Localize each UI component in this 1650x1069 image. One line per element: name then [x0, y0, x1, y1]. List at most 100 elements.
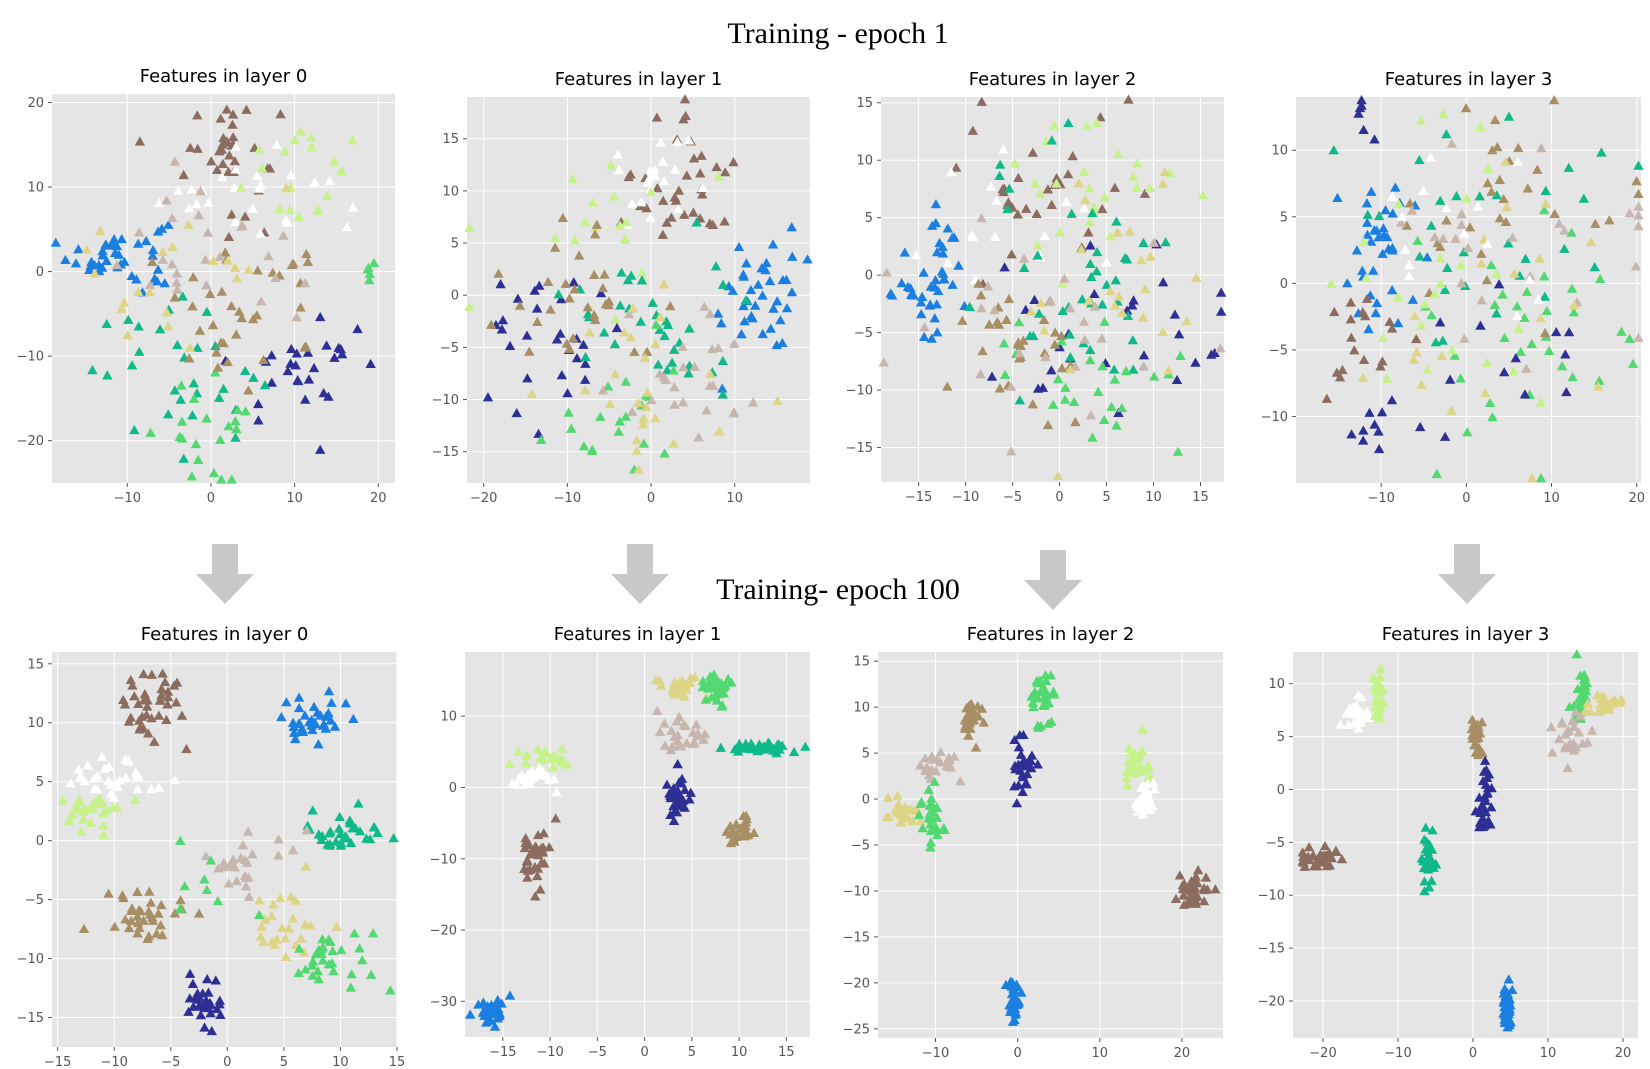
x-tick-label: −5 [161, 1055, 180, 1069]
point-blue-0-20 [1361, 198, 1373, 208]
point-blue-0-26 [929, 313, 940, 323]
point-taupe-5-6 [651, 705, 663, 716]
point-sand-9-4 [650, 338, 661, 349]
point-brown-1-23 [696, 150, 707, 160]
point-blue-0-12 [925, 281, 937, 291]
x-tick-label: −20 [470, 491, 497, 506]
point-khaki-6-28 [1489, 114, 1501, 125]
point-white-10-5 [1425, 152, 1436, 162]
point-blue-0-35 [101, 255, 112, 265]
point-teal-5-30 [1032, 250, 1043, 260]
point-white-10-8 [1524, 274, 1535, 284]
point-khaki-7-20 [258, 354, 269, 364]
point-taupe-8-20 [989, 305, 1000, 315]
point-blue-9-24 [504, 990, 516, 1000]
y-tick-label: 10 [442, 184, 459, 199]
point-taupe-4-23 [1556, 716, 1568, 727]
point-blue-9-27 [1499, 984, 1510, 994]
point-green-7-1 [931, 812, 943, 822]
point-brown-0-5 [125, 674, 136, 685]
point-navy-3-28 [1010, 764, 1021, 774]
point-taupe-4-17 [1562, 762, 1573, 773]
point-teal-5-28 [1091, 266, 1102, 276]
point-brown-1-28 [1083, 227, 1094, 237]
point-green-6-11 [602, 381, 614, 391]
point-teal-5-9 [615, 300, 626, 310]
point-sand-9-7 [183, 219, 194, 229]
point-taupe-4-22 [1564, 742, 1575, 752]
data-points [1321, 94, 1644, 483]
point-green-8-10 [312, 966, 324, 976]
point-taupe-2-8 [926, 751, 937, 761]
point-navy-4-23 [495, 278, 506, 289]
point-sand-6-13 [894, 817, 906, 827]
point-green-1-27 [712, 684, 724, 694]
point-sand-9-13 [1113, 291, 1125, 301]
point-teal-5-21 [717, 389, 729, 399]
point-teal-4-11 [307, 805, 318, 815]
point-khaki-5-22 [169, 908, 181, 918]
point-green-1-23 [716, 677, 727, 688]
point-white-2-18 [324, 175, 335, 186]
point-taupe-5-11 [692, 728, 704, 738]
point-lime-7-4 [1326, 278, 1337, 289]
point-navy-1-7 [1369, 419, 1380, 429]
point-blue-1-15 [290, 733, 301, 744]
point-brown-1-12 [657, 229, 669, 239]
point-khaki-5-25 [132, 928, 143, 938]
point-lime-3-9 [254, 144, 265, 155]
point-khaki-7-17 [569, 284, 580, 294]
point-navy-4-8 [579, 374, 591, 384]
point-lime-1-23 [1374, 696, 1385, 706]
point-khaki-6-12 [1481, 275, 1493, 285]
point-blue-9-34 [1006, 996, 1017, 1006]
point-teal-8-27 [1418, 856, 1429, 866]
point-khaki-7-21 [252, 265, 263, 275]
point-blue-0-19 [1368, 265, 1379, 275]
point-navy-11-5 [1563, 327, 1575, 337]
point-blue-0-34 [786, 287, 798, 297]
point-brown-0-27 [156, 690, 167, 700]
point-taupe-8-7 [278, 230, 289, 240]
point-brown-8-2 [1210, 884, 1221, 894]
point-teal-4-11 [1520, 253, 1531, 263]
point-sand-7-1 [280, 933, 291, 943]
point-brown-8-21 [1189, 891, 1201, 902]
point-white-2-9 [247, 203, 259, 213]
point-lime-2-13 [1029, 178, 1041, 188]
point-lime-2-14 [1099, 192, 1111, 202]
point-green-10-7 [199, 874, 210, 884]
point-taupe-8-11 [169, 156, 181, 166]
point-brown-1-5 [1123, 94, 1134, 104]
point-sand-9-3 [714, 426, 725, 436]
point-brown-0-21 [133, 715, 145, 725]
point-navy-4-10 [1113, 407, 1124, 417]
point-taupe-6-7 [247, 849, 258, 859]
point-khaki-7-23 [301, 248, 312, 259]
point-lime-2-8 [1131, 182, 1142, 192]
point-taupe-5-18 [654, 726, 666, 736]
point-khaki-5-14 [103, 888, 114, 898]
point-taupe-5-7 [681, 737, 692, 748]
point-brown-8-0 [1200, 872, 1212, 882]
point-khaki-6-5 [1401, 220, 1413, 230]
point-blue-9-21 [1507, 984, 1518, 995]
point-taupe-6-19 [273, 850, 284, 860]
point-khaki-5-26 [144, 886, 155, 896]
point-teal-8-11 [1426, 875, 1437, 885]
point-taupe-5-24 [665, 745, 677, 755]
point-taupe-4-10 [1573, 727, 1585, 737]
point-navy-4-0 [1190, 357, 1201, 367]
point-navy-3-25 [1013, 779, 1024, 790]
point-green-6-18 [578, 441, 590, 451]
point-navy-4-16 [336, 349, 348, 359]
point-brown-8-24 [1190, 895, 1201, 905]
point-lime-2-3 [1084, 216, 1095, 227]
point-brown-1-17 [192, 110, 203, 120]
point-khaki-7-24 [1003, 293, 1015, 304]
point-brown-1-33 [679, 94, 691, 104]
point-lime-4-21 [1132, 754, 1144, 764]
point-navy-4-18 [282, 365, 294, 376]
point-green-0-34 [1033, 722, 1044, 732]
point-brown-8-4 [529, 861, 541, 872]
